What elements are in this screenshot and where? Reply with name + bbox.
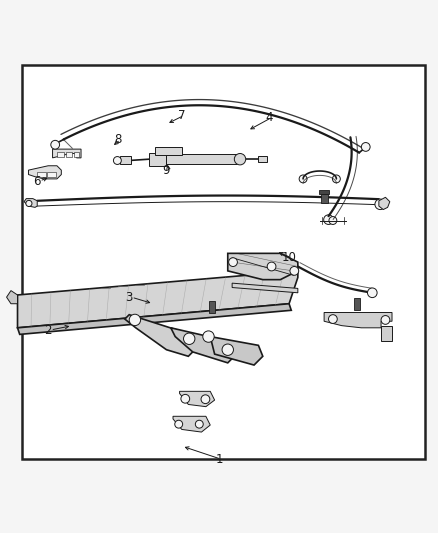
Circle shape [299, 175, 307, 183]
Circle shape [329, 216, 337, 224]
Polygon shape [24, 199, 37, 207]
Polygon shape [120, 156, 131, 164]
Circle shape [290, 266, 299, 275]
Polygon shape [228, 253, 298, 280]
Polygon shape [319, 190, 329, 194]
Circle shape [129, 314, 141, 326]
Text: 4: 4 [265, 111, 273, 124]
Circle shape [175, 420, 183, 428]
Polygon shape [232, 283, 298, 293]
Polygon shape [324, 312, 392, 328]
Circle shape [267, 262, 276, 271]
Polygon shape [74, 152, 79, 157]
Polygon shape [321, 194, 328, 203]
Circle shape [51, 140, 60, 149]
Circle shape [229, 258, 237, 266]
Circle shape [332, 175, 340, 183]
Text: 2: 2 [44, 324, 52, 336]
Polygon shape [379, 197, 390, 209]
Circle shape [324, 215, 333, 224]
Polygon shape [125, 314, 197, 356]
Circle shape [26, 200, 32, 206]
Polygon shape [173, 416, 210, 432]
Polygon shape [209, 301, 215, 313]
Polygon shape [354, 298, 360, 310]
Circle shape [234, 154, 246, 165]
Text: 7: 7 [178, 109, 186, 122]
Circle shape [375, 199, 385, 209]
Polygon shape [28, 166, 61, 179]
Text: 8: 8 [115, 133, 122, 146]
Text: 9: 9 [162, 164, 170, 176]
Polygon shape [171, 328, 237, 363]
Circle shape [201, 395, 210, 403]
Circle shape [381, 316, 390, 324]
Polygon shape [18, 304, 291, 334]
Polygon shape [210, 336, 263, 365]
Circle shape [361, 142, 370, 151]
Polygon shape [158, 148, 180, 155]
Polygon shape [57, 152, 64, 157]
Circle shape [181, 394, 190, 403]
Polygon shape [53, 149, 81, 158]
Circle shape [184, 333, 195, 344]
Polygon shape [47, 172, 56, 177]
Polygon shape [381, 326, 392, 341]
Polygon shape [166, 154, 237, 165]
Circle shape [222, 344, 233, 356]
Circle shape [367, 288, 377, 297]
Polygon shape [18, 271, 298, 328]
Circle shape [113, 157, 121, 165]
Polygon shape [37, 172, 46, 177]
Text: 3: 3 [126, 290, 133, 304]
Circle shape [328, 314, 337, 324]
Text: 1: 1 [215, 453, 223, 466]
Polygon shape [66, 152, 72, 157]
Polygon shape [149, 152, 166, 166]
Circle shape [203, 331, 214, 342]
Circle shape [195, 420, 203, 428]
Polygon shape [7, 290, 18, 304]
Polygon shape [155, 147, 182, 155]
Polygon shape [258, 156, 267, 162]
Text: 10: 10 [282, 251, 297, 264]
Polygon shape [180, 391, 215, 407]
Text: 6: 6 [33, 175, 41, 188]
